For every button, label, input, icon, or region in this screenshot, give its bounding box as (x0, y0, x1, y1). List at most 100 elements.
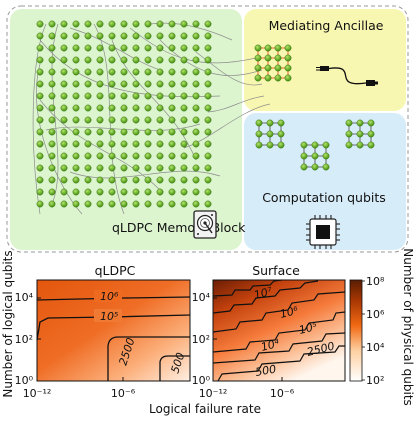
memory-qubit (96, 176, 104, 184)
ancilla-qubit (274, 64, 282, 72)
ancilla-qubit (284, 54, 292, 62)
memory-qubit (204, 56, 212, 64)
memory-qubit (156, 32, 164, 40)
chart-qldpc-title: qLDPC (95, 263, 136, 278)
memory-qubit (60, 176, 68, 184)
chart-surface-contour-6 (217, 345, 345, 382)
memory-qubit (156, 200, 164, 208)
memory-qubit (180, 92, 188, 100)
memory-qubit (84, 32, 92, 40)
computation-qubit (300, 152, 308, 160)
memory-qubit (204, 44, 212, 52)
ancillae-label: Mediating Ancillae (269, 18, 384, 33)
memory-qubit (156, 140, 164, 148)
memory-qubit (96, 56, 104, 64)
memory-qubit (156, 104, 164, 112)
memory-qubit (144, 128, 152, 136)
memory-qubit (192, 128, 200, 136)
memory-qubit (60, 152, 68, 160)
memory-qubit (108, 140, 116, 148)
chart-surface-contour-2 (212, 280, 319, 314)
computation-qubit (367, 141, 375, 149)
memory-qubit (132, 104, 140, 112)
memory-qubit (96, 104, 104, 112)
memory-qubit (120, 80, 128, 88)
memory-qubit (192, 188, 200, 196)
chart-qldpc-contour-label-2: 10⁵ (100, 310, 118, 323)
memory-qubit (156, 116, 164, 124)
memory-qubit (120, 20, 128, 28)
chart-qldpc-xtick-0: 10⁻¹² (23, 387, 52, 400)
memory-qubit (48, 32, 56, 40)
memory-qubit (204, 104, 212, 112)
memory-qubit (144, 188, 152, 196)
memory-qubit (180, 200, 188, 208)
memory-qubit (192, 104, 200, 112)
memory-qubit (60, 200, 68, 208)
memory-qubit (168, 68, 176, 76)
memory-qubit (120, 188, 128, 196)
memory-qubit (120, 116, 128, 124)
memory-qubit (48, 188, 56, 196)
chart-surface-contour-label-3: 10⁵ (298, 320, 319, 337)
ancilla-qubit (264, 64, 272, 72)
memory-qubit (36, 20, 44, 28)
memory-qubit (36, 56, 44, 64)
memory-qubit (204, 188, 212, 196)
memory-qubit (156, 20, 164, 28)
chip-icon (306, 215, 340, 249)
memory-qubit (36, 104, 44, 112)
memory-qubit (132, 116, 140, 124)
memory-qubit (120, 104, 128, 112)
memory-qubit (72, 128, 80, 136)
ancilla-qubit (284, 74, 292, 82)
computation-qubit (277, 130, 285, 138)
memory-qubit (120, 128, 128, 136)
memory-qubit (96, 44, 104, 52)
ancilla-qubit (254, 64, 262, 72)
memory-qubit (48, 176, 56, 184)
memory-qubit (72, 176, 80, 184)
memory-qubit (84, 116, 92, 124)
y-axis-label: Number of logical qubits (1, 250, 15, 397)
ancilla-qubit (254, 54, 262, 62)
ancilla-qubit (274, 74, 282, 82)
memory-qubit (168, 164, 176, 172)
memory-qubit (36, 116, 44, 124)
memory-qubit (132, 92, 140, 100)
memory-qubit (192, 68, 200, 76)
memory-qubit (72, 20, 80, 28)
memory-qubit (60, 128, 68, 136)
memory-qubit (72, 164, 80, 172)
memory-qubit (72, 80, 80, 88)
memory-qubit (48, 116, 56, 124)
memory-qubit (60, 164, 68, 172)
memory-qubit (168, 200, 176, 208)
computation-qubit (277, 141, 285, 149)
memory-qubit (108, 56, 116, 64)
memory-qubit (132, 32, 140, 40)
memory-qubit (84, 80, 92, 88)
memory-qubit (60, 20, 68, 28)
memory-qubit (48, 164, 56, 172)
ancilla-qubit (264, 74, 272, 82)
memory-qubit (156, 56, 164, 64)
chart-surface-contour-5 (212, 332, 346, 364)
memory-qubit (84, 176, 92, 184)
memory-qubit (180, 32, 188, 40)
ancilla-qubit (254, 44, 262, 52)
memory-qubit (192, 116, 200, 124)
memory-qubit (72, 104, 80, 112)
memory-qubit (84, 200, 92, 208)
memory-qubit (36, 44, 44, 52)
computation-qubit (345, 141, 353, 149)
memory-qubit (132, 56, 140, 64)
memory-qubit (168, 176, 176, 184)
memory-qubit (36, 176, 44, 184)
memory-qubit (120, 56, 128, 64)
computation-qubit (356, 119, 364, 127)
computation-qubit (356, 130, 364, 138)
ancilla-qubit (264, 54, 272, 62)
memory-qubit (120, 140, 128, 148)
